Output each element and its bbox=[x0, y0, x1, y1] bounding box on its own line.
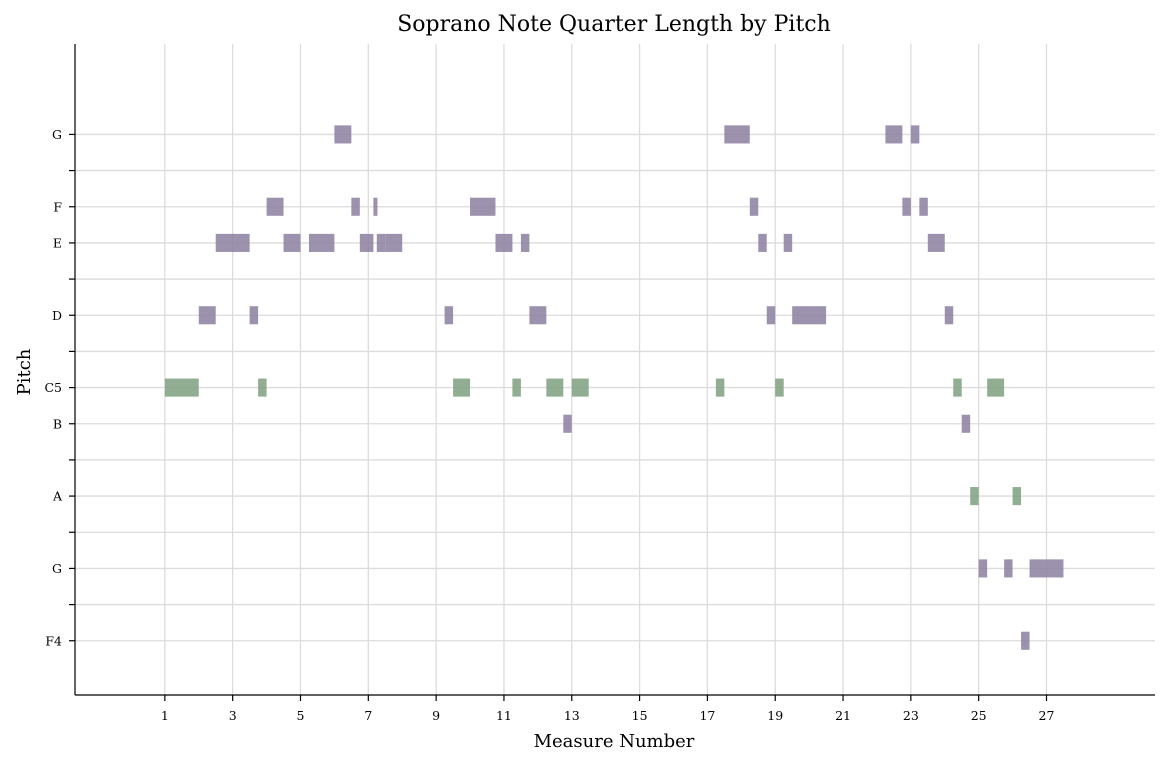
note-bar bbox=[792, 306, 827, 325]
y-axis-title: Pitch bbox=[14, 348, 35, 395]
note-bar bbox=[359, 233, 374, 252]
note-bar bbox=[987, 378, 1005, 397]
note-bar bbox=[266, 197, 284, 216]
note-bar bbox=[546, 378, 564, 397]
x-tick-label: 19 bbox=[767, 708, 783, 723]
note-bar bbox=[1021, 631, 1030, 650]
y-tick-label: C5 bbox=[44, 380, 62, 395]
x-tick-label: 5 bbox=[297, 708, 305, 723]
note-bar bbox=[1029, 559, 1064, 578]
x-tick-label: 25 bbox=[971, 708, 987, 723]
note-bar bbox=[571, 378, 589, 397]
note-bar bbox=[775, 378, 784, 397]
y-tick-label: E bbox=[53, 235, 62, 250]
y-tick-label: G bbox=[52, 561, 62, 576]
note-bar bbox=[495, 233, 513, 252]
note-bar bbox=[529, 306, 547, 325]
note-bar bbox=[783, 233, 793, 252]
note-bar bbox=[453, 378, 471, 397]
note-bar bbox=[373, 197, 378, 216]
note-bar bbox=[953, 378, 962, 397]
x-tick-label: 3 bbox=[229, 708, 237, 723]
y-tick-label: F4 bbox=[45, 633, 62, 648]
x-tick-label: 27 bbox=[1039, 708, 1055, 723]
note-bar bbox=[520, 233, 530, 252]
x-tick-label: 13 bbox=[564, 708, 580, 723]
y-tick-label: B bbox=[53, 416, 62, 431]
note-bar bbox=[978, 559, 988, 578]
note-bar bbox=[198, 306, 216, 325]
note-bar bbox=[470, 197, 496, 216]
note-bar bbox=[351, 197, 360, 216]
y-tick-label: D bbox=[52, 308, 62, 323]
note-bar bbox=[919, 197, 928, 216]
note-bar bbox=[376, 233, 386, 252]
note-bar bbox=[715, 378, 725, 397]
note-bar bbox=[758, 233, 767, 252]
x-tick-label: 1 bbox=[161, 708, 169, 723]
note-bar bbox=[385, 233, 403, 252]
note-bar bbox=[910, 125, 920, 144]
note-bar bbox=[902, 197, 911, 216]
x-tick-label: 17 bbox=[699, 708, 715, 723]
note-bar bbox=[215, 233, 250, 252]
note-bar bbox=[749, 197, 759, 216]
note-bar bbox=[444, 306, 454, 325]
x-axis-title: Measure Number bbox=[534, 731, 695, 752]
note-bar bbox=[334, 125, 352, 144]
x-tick-label: 23 bbox=[903, 708, 919, 723]
y-tick-label: A bbox=[52, 489, 63, 504]
note-bar bbox=[563, 414, 572, 433]
x-tick-label: 7 bbox=[364, 708, 372, 723]
grid-layer bbox=[75, 44, 1155, 695]
note-bar bbox=[724, 125, 750, 144]
note-bar bbox=[249, 306, 259, 325]
x-tick-label: 9 bbox=[432, 708, 440, 723]
note-bar bbox=[512, 378, 521, 397]
note-bar bbox=[258, 378, 267, 397]
chart-title: Soprano Note Quarter Length by Pitch bbox=[397, 12, 831, 37]
note-bar bbox=[766, 306, 776, 325]
notes-layer bbox=[164, 125, 1064, 650]
x-tick-label: 21 bbox=[835, 708, 851, 723]
y-tick-label: F bbox=[53, 199, 62, 214]
note-bar bbox=[927, 233, 945, 252]
note-bar bbox=[944, 306, 954, 325]
x-tick-label: 11 bbox=[496, 708, 512, 723]
y-tick-label: G bbox=[52, 127, 62, 142]
note-bar bbox=[1004, 559, 1013, 578]
note-bar bbox=[283, 233, 301, 252]
note-bar bbox=[970, 487, 979, 506]
note-bar bbox=[308, 233, 335, 252]
note-bar bbox=[885, 125, 903, 144]
note-bar bbox=[961, 414, 971, 433]
note-bar bbox=[1012, 487, 1022, 506]
note-bar bbox=[164, 378, 199, 397]
x-tick-label: 15 bbox=[632, 708, 648, 723]
